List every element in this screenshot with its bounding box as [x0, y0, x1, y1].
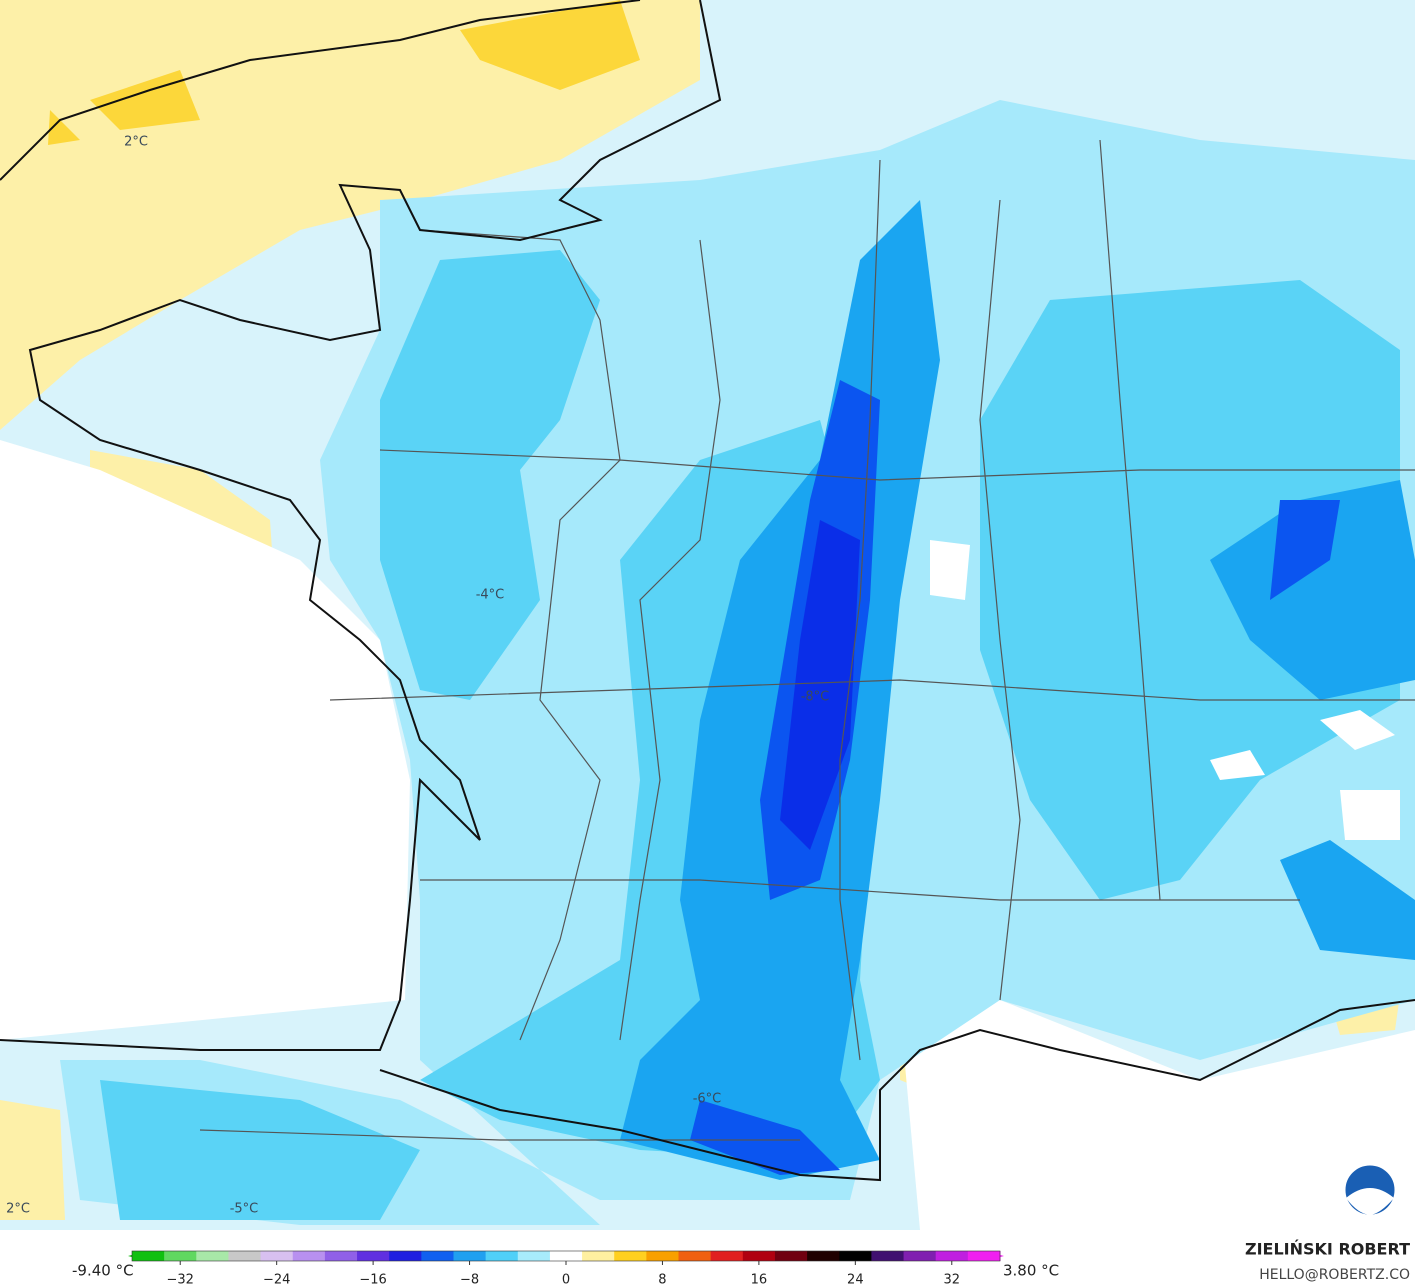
colorbar-tick-label: 8: [658, 1273, 666, 1287]
colorbar-cell: [196, 1251, 229, 1261]
contour-label: -6°C: [693, 1092, 722, 1107]
contour-label: 2°C: [124, 135, 148, 150]
colorbar-tick-label: 32: [944, 1273, 961, 1287]
colorbar-tick-label: 16: [751, 1273, 768, 1287]
credit-name: ZIELIŃSKI ROBERT: [1245, 1240, 1410, 1259]
colorbar-cell: [935, 1251, 969, 1261]
contour-label: 2°C: [6, 1202, 30, 1217]
colorbar-cell: [228, 1251, 262, 1261]
colorbar-tick-label: 0: [562, 1273, 570, 1287]
colorbar-cell: [967, 1251, 1001, 1261]
coastline: [0, 0, 1415, 1182]
colorbar-cell: [903, 1251, 937, 1261]
colorbar-cell: [839, 1251, 872, 1261]
colorbar-cell: [549, 1251, 583, 1261]
colorbar-cell: [582, 1251, 615, 1261]
borders: [199, 139, 1415, 1141]
colorbar-cell: [871, 1251, 905, 1261]
colorbar-tick-label: −24: [263, 1273, 290, 1287]
colorbar-cell: [614, 1251, 647, 1261]
noaa-logo: [1342, 1162, 1398, 1218]
colorbar-cell: [324, 1251, 358, 1261]
colorbar-max: 3.80 °C: [1003, 1262, 1059, 1280]
colorbar-min: -9.40 °C: [72, 1262, 134, 1280]
colorbar-cell: [710, 1251, 744, 1261]
colorbar-cell: [260, 1251, 294, 1261]
colorbar-cell: [646, 1251, 680, 1261]
colorbar: −32 −24 −16 −8 0 8 16 24 32 -9.40 °C 3.80 °C: [72, 1250, 1059, 1287]
colorbar-cell: [453, 1251, 487, 1261]
colorbar-cell: [742, 1251, 776, 1261]
colorbar-cell: [678, 1251, 712, 1261]
colorbar-cell: [517, 1251, 551, 1261]
colorbar-cell: [421, 1251, 454, 1261]
colorbar-cell: [485, 1251, 519, 1261]
contour-label: -4°C: [476, 588, 505, 603]
colorbar-cell: [164, 1251, 197, 1261]
colorbar-tick-label: 24: [847, 1273, 864, 1287]
contour-labels: 2°C -4°C -8°C -6°C -5°C 2°C: [6, 135, 829, 1217]
colorbar-tick-label: −16: [359, 1273, 386, 1287]
colorbar-end: [986, 1251, 1004, 1261]
credit-email: HELLO@ROBERTZ.CO: [1259, 1267, 1410, 1283]
contour-label: -5°C: [230, 1202, 259, 1217]
contour-label: -8°C: [801, 690, 830, 705]
colorbar-cell: [389, 1251, 422, 1261]
colorbar-cell: [807, 1251, 840, 1261]
colorbar-end: [128, 1251, 146, 1261]
colorbar-cell: [357, 1251, 390, 1261]
colorbar-tick-label: −8: [460, 1273, 479, 1287]
colorbar-cell: [292, 1251, 326, 1261]
colorbar-tick-label: −32: [167, 1273, 194, 1287]
colorbar-cell: [774, 1251, 808, 1261]
colorbar-cell: [132, 1251, 165, 1261]
map-fields: [0, 0, 1415, 1230]
